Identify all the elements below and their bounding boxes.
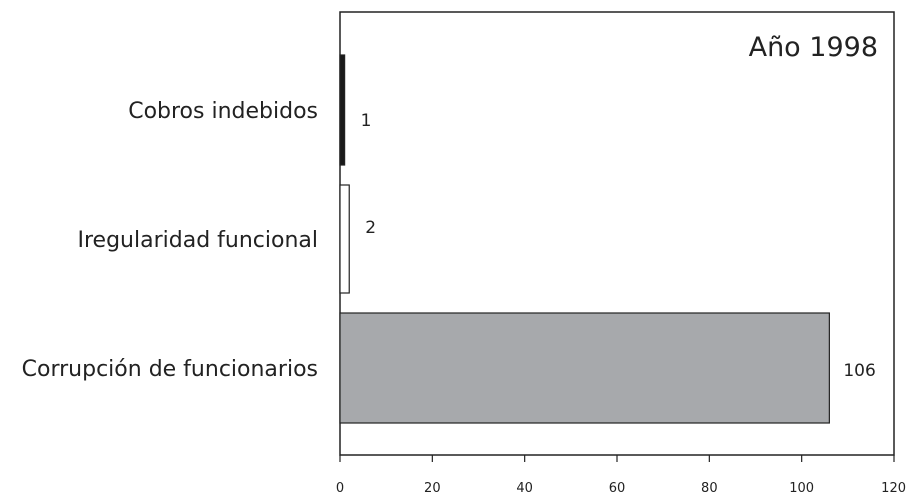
value-label-corrupcion-de-funcionarios: 106 (843, 361, 875, 381)
x-tick-label-40: 40 (516, 481, 533, 496)
bar-cobros-indebidos (339, 54, 346, 166)
chart-title: Año 1998 (749, 32, 878, 63)
category-label-iregularidad-funcional: Iregularidad funcional (78, 228, 319, 253)
category-label-cobros-indebidos: Cobros indebidos (128, 99, 318, 124)
x-tick-label-100: 100 (789, 481, 814, 496)
x-tick-label-20: 20 (424, 481, 441, 496)
x-tick-label-60: 60 (609, 481, 626, 496)
bar-corrupcion-de-funcionarios (339, 312, 830, 424)
x-tick-label-80: 80 (701, 481, 718, 496)
bar-iregularidad-funcional (339, 184, 350, 294)
value-label-iregularidad-funcional: 2 (365, 218, 376, 238)
x-tick-label-120: 120 (881, 481, 906, 496)
category-label-corrupcion-de-funcionarios: Corrupción de funcionarios (22, 357, 318, 382)
value-label-cobros-indebidos: 1 (361, 111, 372, 131)
x-tick-label-0: 0 (336, 481, 344, 496)
